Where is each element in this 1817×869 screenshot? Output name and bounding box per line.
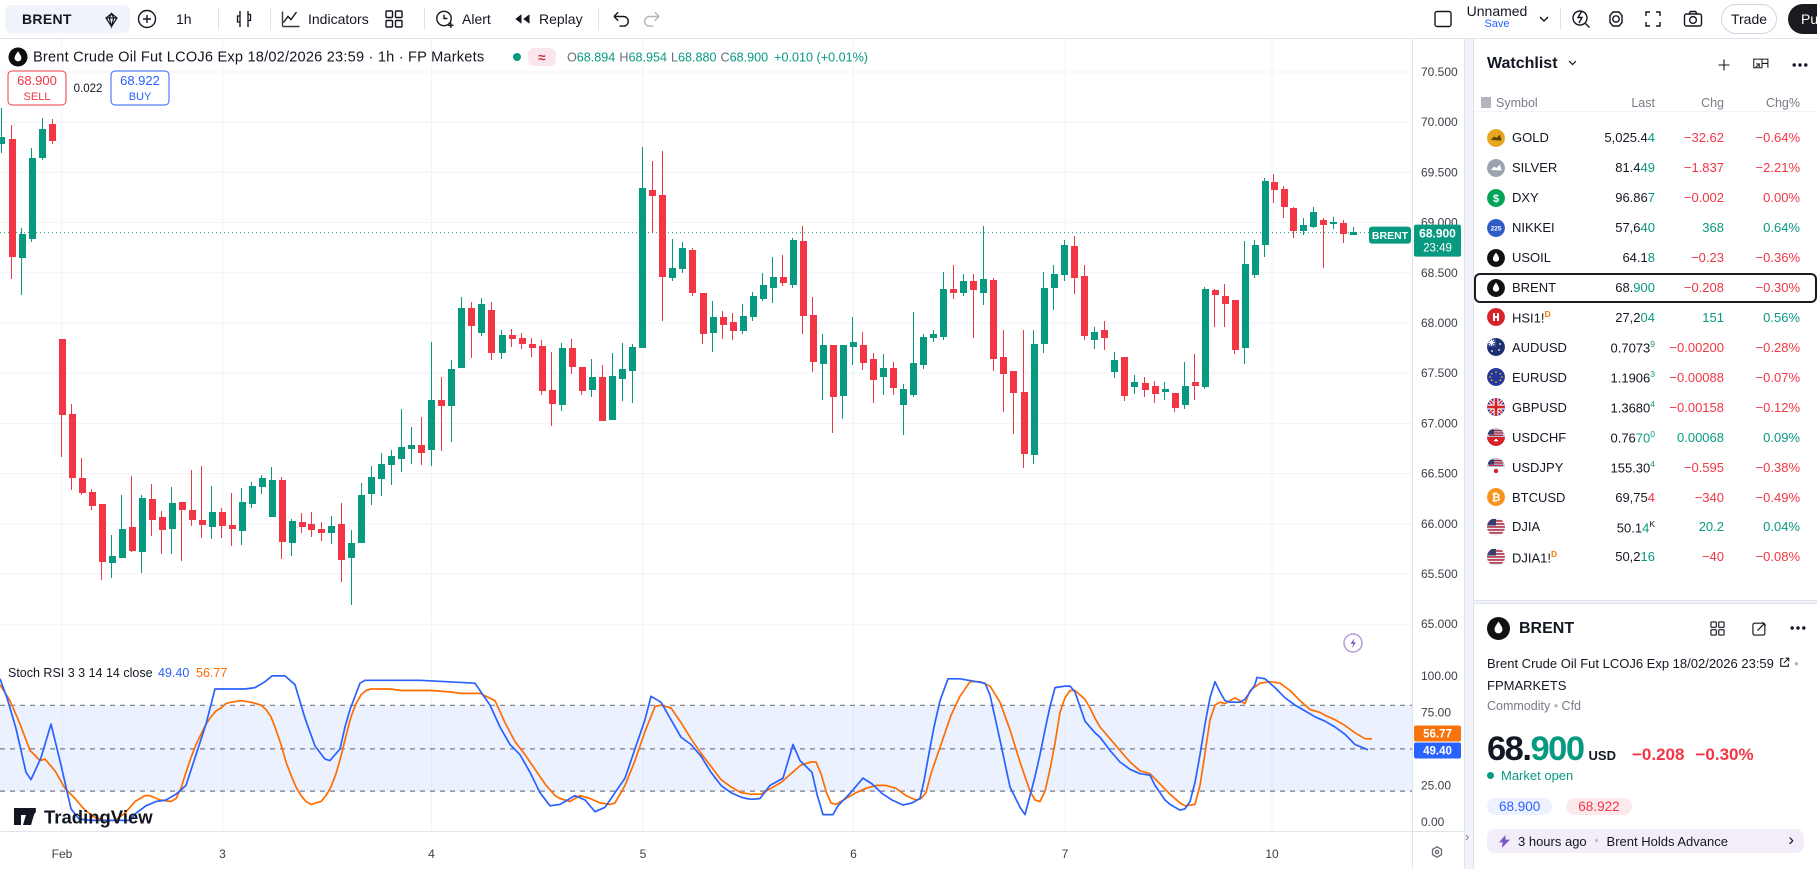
svg-text:70.000: 70.000 <box>1421 115 1458 129</box>
svg-text:23:49: 23:49 <box>1423 243 1452 255</box>
svg-text:49.40: 49.40 <box>1423 746 1452 758</box>
svg-text:68.500: 68.500 <box>1421 266 1458 280</box>
svg-text:56.77: 56.77 <box>1423 729 1452 741</box>
svg-text:0.00: 0.00 <box>1421 815 1445 829</box>
svg-text:BRENT: BRENT <box>1372 230 1409 242</box>
svg-text:68.922: 68.922 <box>120 73 160 88</box>
svg-text:Feb: Feb <box>52 847 73 861</box>
svg-text:68.900: 68.900 <box>1419 227 1456 241</box>
svg-text:70.500: 70.500 <box>1421 65 1458 79</box>
svg-text:66.000: 66.000 <box>1421 517 1458 531</box>
svg-text:TradingView: TradingView <box>44 807 153 828</box>
svg-text:66.500: 66.500 <box>1421 467 1458 481</box>
svg-text:68.900: 68.900 <box>17 73 57 88</box>
svg-text:49.40: 49.40 <box>158 666 189 680</box>
svg-text:225: 225 <box>1491 225 1502 232</box>
svg-text:Brent Crude Oil Fut LCOJ6 Exp: Brent Crude Oil Fut LCOJ6 Exp 18/02/2026… <box>33 50 484 66</box>
svg-text:$: $ <box>1493 193 1499 205</box>
svg-text:68.000: 68.000 <box>1421 316 1458 330</box>
svg-text:4: 4 <box>428 847 435 861</box>
svg-text:10: 10 <box>1265 847 1279 861</box>
svg-text:100.00: 100.00 <box>1421 669 1458 683</box>
svg-text:₿: ₿ <box>1492 492 1501 504</box>
svg-text:3: 3 <box>219 847 226 861</box>
svg-text:7: 7 <box>1062 847 1069 861</box>
svg-text:6: 6 <box>850 847 857 861</box>
svg-text:5: 5 <box>640 847 647 861</box>
svg-text:75.00: 75.00 <box>1421 705 1451 719</box>
svg-text:65.500: 65.500 <box>1421 567 1458 581</box>
svg-text:67.500: 67.500 <box>1421 366 1458 380</box>
svg-text:65.000: 65.000 <box>1421 617 1458 631</box>
svg-text:0.022: 0.022 <box>74 83 103 95</box>
svg-text:25.00: 25.00 <box>1421 778 1451 792</box>
svg-text:67.000: 67.000 <box>1421 416 1458 430</box>
svg-text:56.77: 56.77 <box>196 666 227 680</box>
svg-text:69.500: 69.500 <box>1421 165 1458 179</box>
svg-text:Stoch RSI 3 3 14 14 close: Stoch RSI 3 3 14 14 close <box>8 666 153 680</box>
svg-text:BUY: BUY <box>129 91 152 103</box>
svg-text:≈: ≈ <box>538 50 546 65</box>
svg-text:SELL: SELL <box>24 91 51 103</box>
